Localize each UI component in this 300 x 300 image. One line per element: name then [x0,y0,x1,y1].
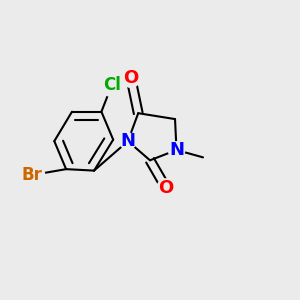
Circle shape [168,142,185,158]
Circle shape [100,74,123,96]
Circle shape [122,68,140,87]
Text: Cl: Cl [103,76,121,94]
Text: O: O [123,69,139,87]
Text: Br: Br [22,166,43,184]
Text: O: O [159,179,174,197]
Circle shape [157,179,176,198]
Text: N: N [169,141,184,159]
Text: N: N [120,132,135,150]
Circle shape [120,133,136,149]
Circle shape [20,163,45,188]
